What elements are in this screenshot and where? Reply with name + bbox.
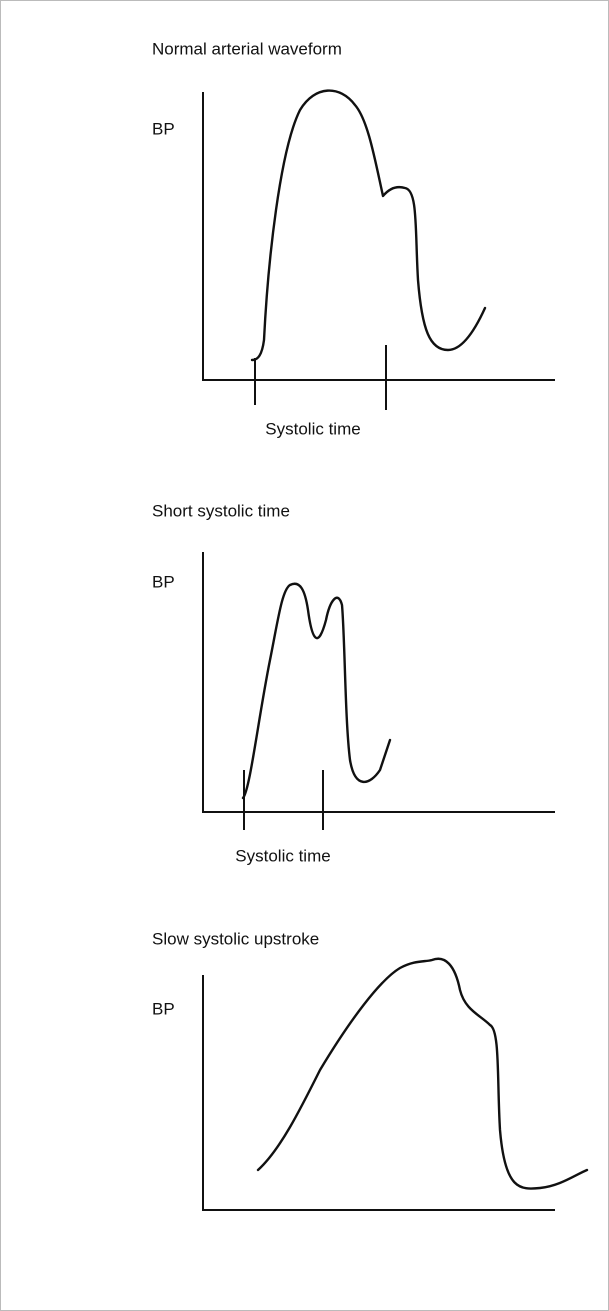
- x-axis-label: Systolic time: [265, 419, 360, 438]
- x-axis-label: Systolic time: [235, 846, 330, 865]
- axes: [202, 975, 555, 1211]
- axes: [202, 552, 555, 813]
- time-ticks: [243, 770, 324, 830]
- axes: [202, 92, 555, 381]
- waveform: [256, 957, 589, 1190]
- panel-title: Slow systolic upstroke: [152, 929, 319, 948]
- panel-short: Short systolic time BP Systolic time: [152, 501, 555, 865]
- panel-slow: Slow systolic upstroke BP: [152, 929, 589, 1211]
- waveform: [241, 582, 392, 800]
- time-ticks: [254, 345, 387, 410]
- panel-normal: Normal arterial waveform BP Systolic tim…: [152, 39, 555, 438]
- panel-title: Short systolic time: [152, 501, 290, 520]
- panel-title: Normal arterial waveform: [152, 39, 342, 58]
- y-axis-label: BP: [152, 572, 175, 591]
- waveform: [250, 89, 487, 362]
- y-axis-label: BP: [152, 999, 175, 1018]
- y-axis-label: BP: [152, 119, 175, 138]
